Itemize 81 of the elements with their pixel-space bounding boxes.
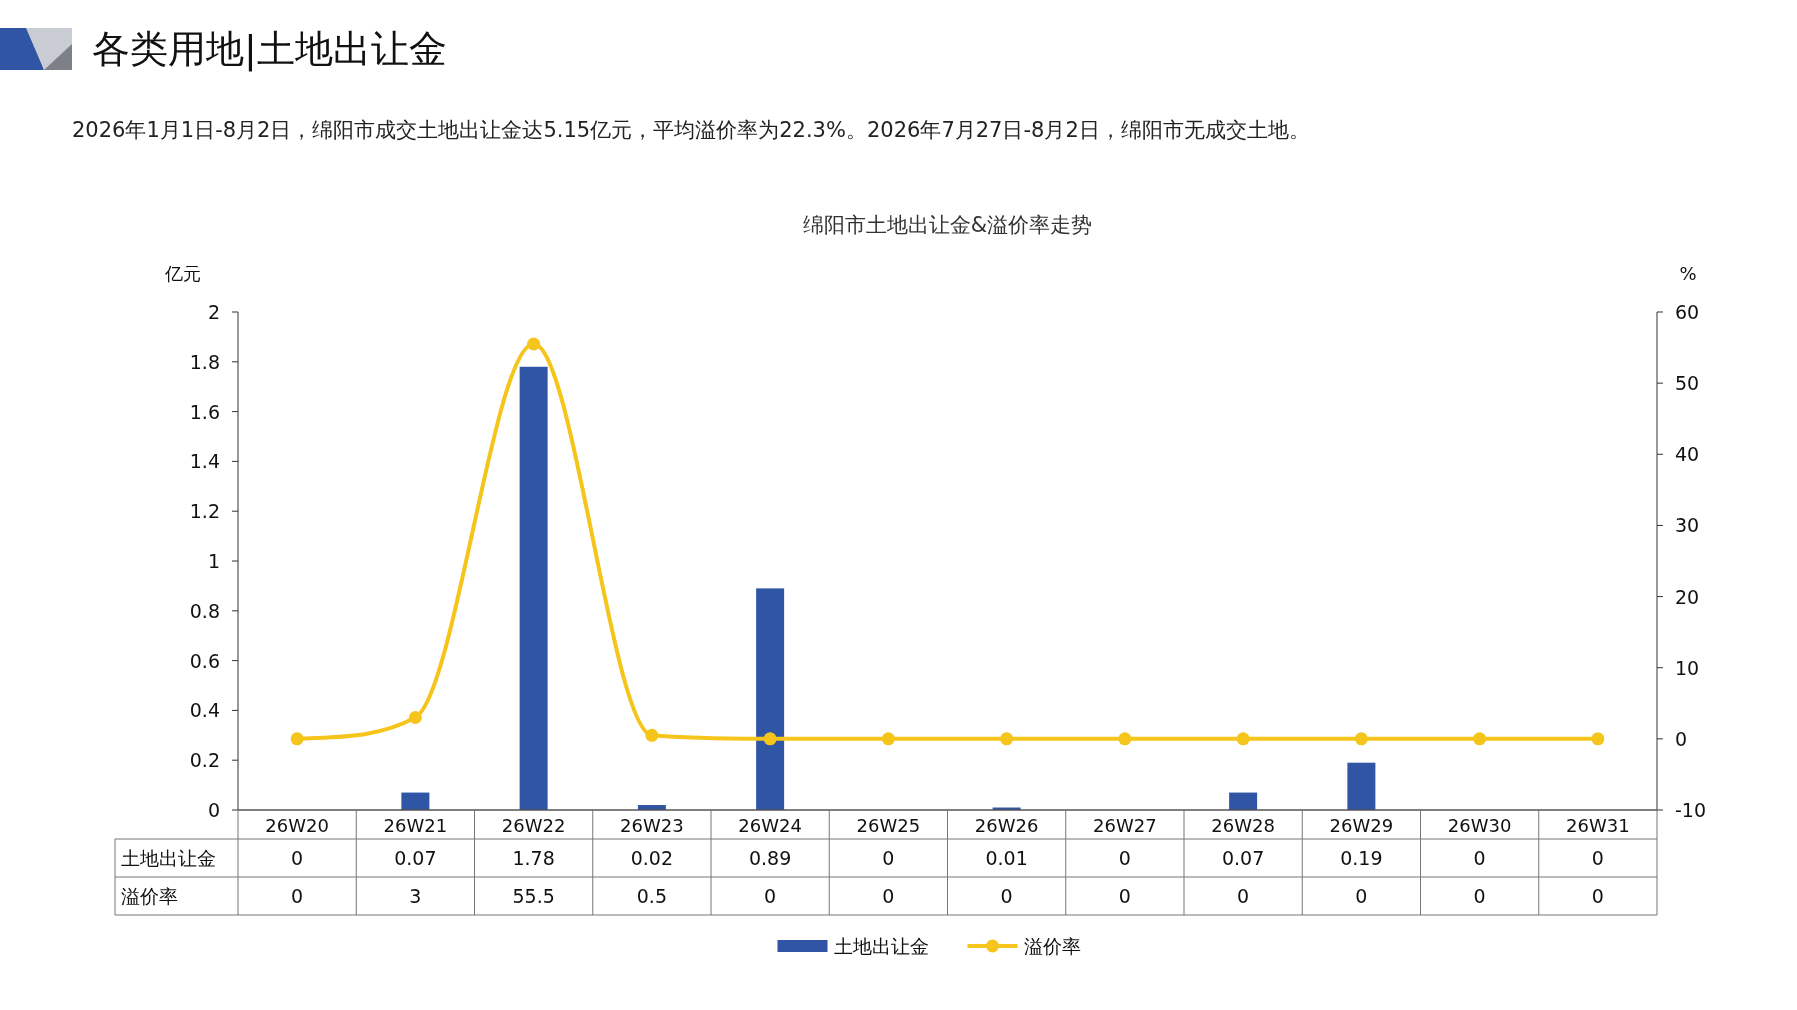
x-tick-label: 26W31 — [1566, 815, 1630, 836]
point — [1236, 732, 1250, 746]
x-tick-label: 26W27 — [1093, 815, 1157, 836]
data-label: 0 — [1591, 885, 1604, 907]
data-label: 0 — [1473, 847, 1486, 869]
y2-tick-label: 60 — [1675, 301, 1700, 323]
point — [1591, 732, 1605, 746]
y-axis-title: 亿元 — [164, 263, 201, 284]
legend-label: 溢价率 — [1023, 935, 1081, 957]
chart-title: 各类用地|土地出让金 — [92, 27, 447, 72]
data-label: 0.07 — [394, 847, 437, 869]
x-tick-label: 26W29 — [1329, 815, 1394, 836]
point — [1118, 732, 1132, 746]
legend-label: 土地出让金 — [833, 935, 929, 957]
x-tick-label: 26W30 — [1447, 815, 1512, 836]
x-tick-label: 26W23 — [620, 815, 684, 836]
point — [290, 732, 304, 746]
data-label: 0 — [1000, 885, 1013, 907]
x-tick-label: 26W20 — [265, 815, 329, 836]
y2-tick-label: -10 — [1675, 799, 1707, 821]
data-label: 0 — [1118, 885, 1131, 907]
point — [763, 732, 777, 746]
y-tick-label: 1.6 — [189, 400, 220, 423]
data-label: 0.19 — [1340, 847, 1383, 869]
y2-tick-label: 50 — [1675, 372, 1700, 395]
text: 溢价率 — [121, 885, 178, 907]
x-tick-label: 26W25 — [856, 815, 921, 836]
y-tick-label: 0.8 — [189, 599, 220, 622]
y-tick-label: 2 — [207, 301, 220, 323]
data-label: 0 — [882, 885, 895, 907]
y2-axis-title: % — [1679, 263, 1697, 284]
data-label: 0 — [1237, 885, 1250, 907]
point — [1000, 732, 1014, 746]
data-label: 0 — [1118, 847, 1131, 869]
point — [1473, 732, 1487, 746]
bar — [756, 588, 785, 810]
data-label: 0 — [291, 885, 304, 907]
data-label: 0.01 — [985, 847, 1028, 869]
y-tick-label: 0.2 — [189, 749, 220, 772]
y2-tick-label: 40 — [1675, 443, 1700, 466]
data-label: 0 — [764, 885, 777, 907]
data-label: 3 — [409, 885, 422, 907]
bar — [1347, 762, 1376, 810]
data-label: 0 — [1591, 847, 1604, 869]
point — [645, 728, 659, 742]
y-tick-label: 0.6 — [189, 649, 220, 672]
data-label: 0 — [1355, 885, 1368, 907]
data-label: 0.07 — [1221, 847, 1265, 869]
y2-tick-label: 30 — [1675, 514, 1700, 537]
x-tick-label: 26W26 — [974, 815, 1039, 836]
point — [1354, 732, 1368, 746]
y2-tick-label: 20 — [1675, 585, 1700, 608]
data-label: 0 — [291, 847, 304, 869]
y-tick-label: 1.4 — [189, 450, 220, 473]
x-tick-label: 26W28 — [1211, 815, 1275, 836]
y-tick-label: 1.2 — [189, 500, 220, 523]
y-tick-label: 0 — [207, 799, 220, 821]
chart-subtitle: 2026年1月1日-8月2日，绵阳市成交土地出让金达5.15亿元，平均溢价率为22.3%。2026年7月27日-8月2日，绵阳市无成交土地。 — [72, 118, 1310, 142]
y-tick-label: 1 — [207, 550, 220, 572]
y2-tick-label: 10 — [1675, 656, 1700, 679]
y2-tick-label: 0 — [1675, 727, 1688, 750]
x-tick-label: 26W21 — [383, 815, 448, 836]
data-label: 0.89 — [748, 847, 792, 869]
bar — [519, 366, 548, 810]
y-tick-label: 1.8 — [189, 350, 220, 373]
data-label: 0 — [882, 847, 895, 869]
data-label: 0.5 — [636, 885, 667, 907]
text: 土地出让金 — [121, 847, 216, 869]
data-label: 0.02 — [630, 847, 674, 869]
text: 绵阳市土地出让金&溢价率走势 — [802, 213, 1093, 237]
data-label: 1.78 — [512, 847, 555, 869]
x-tick-label: 26W24 — [738, 815, 802, 836]
point — [527, 337, 541, 351]
x-tick-label: 26W22 — [501, 815, 566, 836]
bar — [401, 792, 430, 810]
bar — [1229, 792, 1258, 810]
y-tick-label: 0.4 — [189, 699, 220, 722]
data-label: 0 — [1473, 885, 1486, 907]
point — [408, 711, 422, 725]
point — [881, 732, 895, 746]
data-label: 55.5 — [512, 885, 555, 907]
